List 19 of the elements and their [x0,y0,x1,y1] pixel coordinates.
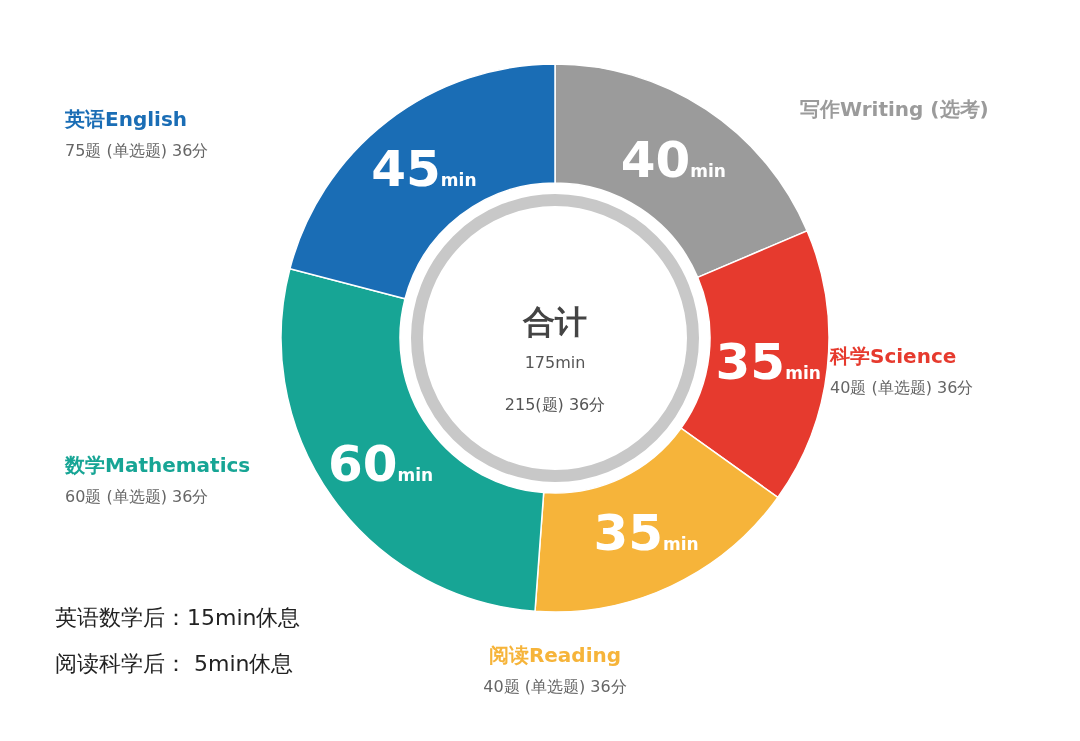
text: 40题 (单选题) 36分 [830,378,974,398]
text: 40题 (单选题) 36分 [483,677,627,696]
text: 75题 (单选题) 36分 [65,140,209,160]
data-label: 35min [715,333,821,392]
slice-label: 写作Writing (选考) [800,97,989,122]
data-label: 60min [327,434,434,493]
data-label: 45min [371,140,477,199]
text: 175min [524,353,586,372]
slice-label: 数学Mathematics [64,452,251,477]
text: 合计 [522,303,587,341]
slice-label: 英语English [64,106,188,131]
text: 阅读科学后： 5min休息 [55,651,294,676]
slice-label: 科学Science [829,344,957,369]
data-label: 35min [593,504,699,563]
slice-label: 阅读Reading [488,643,622,667]
text: 215(题) 36分 [504,395,606,414]
data-label: 40min [620,131,726,190]
text: 英语数学后：15min休息 [55,605,301,630]
text: 60题 (单选题) 36分 [65,486,209,506]
